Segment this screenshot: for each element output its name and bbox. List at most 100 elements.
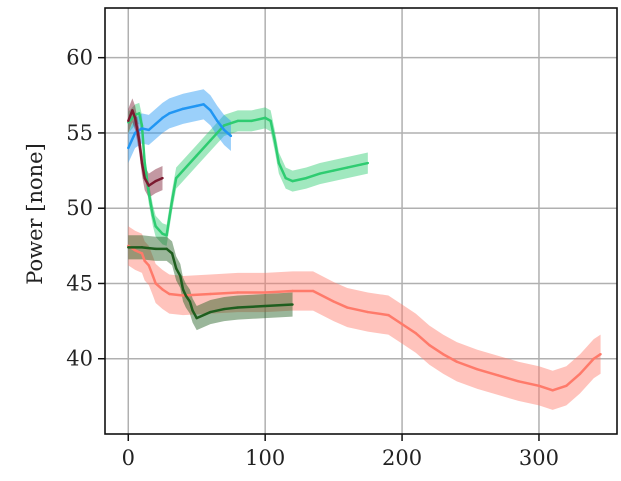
data-point [181,169,185,172]
data-point [133,249,137,252]
data-point [209,310,212,314]
x-tick-label: 300 [519,446,559,470]
data-point [387,313,390,317]
data-point [133,116,137,120]
data-point [165,247,168,251]
data-point [168,292,171,296]
data-point [291,303,294,306]
data-point [269,119,272,123]
data-point [537,384,541,388]
data-point [161,176,164,180]
data-point [305,176,308,180]
data-point [147,184,151,187]
data-point [138,112,141,115]
data-point [236,306,239,309]
data-point [170,199,174,202]
data-point [140,246,144,249]
x-tick-label: 100 [245,446,285,470]
data-point [277,161,281,165]
data-point [496,374,500,377]
data-point [263,116,267,120]
data-point [476,368,479,371]
data-point [517,380,520,383]
series-lines [127,103,602,392]
data-point [195,316,198,320]
data-point [414,331,417,335]
data-point [184,294,187,297]
y-tick-label: 60 [66,46,93,70]
data-point [222,124,226,127]
data-point [229,134,233,138]
data-point [154,282,157,285]
data-point [154,122,157,126]
data-point [318,172,322,175]
data-point [181,107,185,111]
data-point [263,291,267,294]
data-point [179,274,182,278]
data-point [127,246,130,249]
data-point [222,307,226,311]
data-point [366,161,370,165]
y-tick-label: 45 [66,271,93,295]
data-point [151,214,155,217]
data-point [127,146,130,150]
data-point [168,112,171,115]
data-point [578,372,582,375]
data-point [366,310,370,314]
data-point [222,128,226,132]
data-point [188,300,192,303]
plot-frame [104,7,618,435]
data-point [143,176,146,180]
data-point [154,179,157,183]
series-band-2 [128,89,231,164]
data-point [400,322,404,326]
data-point [181,288,185,291]
data-point [154,225,157,228]
data-point [332,169,335,172]
y-axis-ticks: 40 45 50 55 60 [66,46,105,371]
data-point [165,234,168,237]
series-band-0 [128,226,601,410]
data-point [131,109,134,112]
data-point [202,103,205,106]
data-point [250,119,253,123]
data-point [140,161,144,165]
data-point [140,127,144,130]
data-point [551,389,554,392]
y-tick-label: 40 [66,347,93,371]
data-point [599,353,602,356]
data-point [346,306,349,309]
data-point [236,291,239,294]
data-point [181,294,185,297]
data-point [147,128,151,132]
grid-lines [105,8,617,434]
data-point [291,289,294,293]
data-point [127,119,130,123]
data-point [161,116,164,120]
data-point [273,139,276,142]
x-axis-ticks: 0 100 200 300 [122,434,559,470]
data-point [143,259,146,263]
data-point [147,264,151,267]
data-point [147,191,151,195]
data-point [209,109,212,112]
data-point [161,232,164,235]
data-point [311,289,315,293]
data-point [140,252,144,255]
y-axis-label: Power [none] [23,143,47,285]
data-point [428,343,431,347]
data-point [191,309,194,312]
data-point [455,360,459,363]
data-point [236,119,239,123]
data-point [174,267,178,270]
x-tick-label: 200 [382,446,422,470]
data-point [359,163,363,166]
data-point [140,124,144,127]
data-point [151,274,155,278]
data-point [209,139,212,142]
series-line-1 [127,112,369,237]
data-point [284,176,287,180]
data-point [332,300,335,303]
data-point [138,139,141,142]
